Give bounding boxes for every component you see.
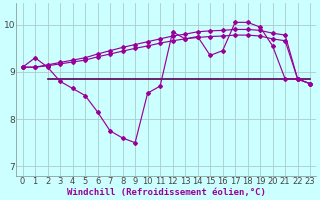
X-axis label: Windchill (Refroidissement éolien,°C): Windchill (Refroidissement éolien,°C) bbox=[67, 188, 266, 197]
